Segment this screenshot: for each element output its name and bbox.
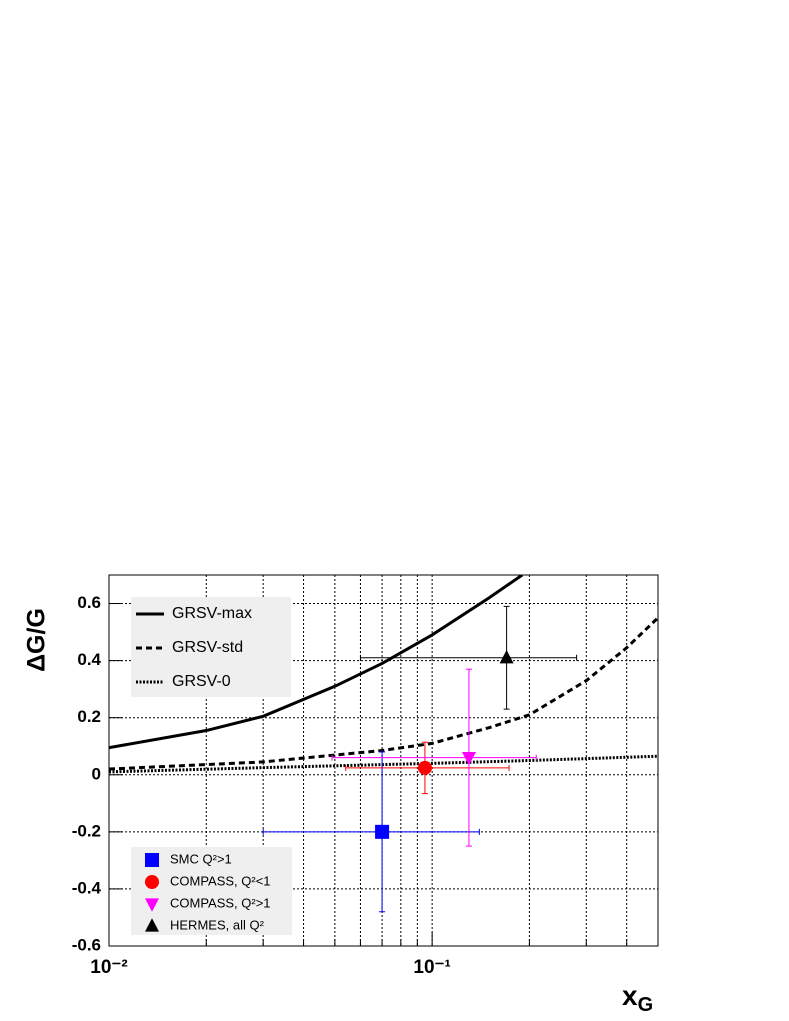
plot-frame xyxy=(108,574,659,947)
marker xyxy=(417,760,432,775)
x-tick-label: 10⁻¹ xyxy=(413,957,451,978)
legend-label: COMPASS, Q²<1 xyxy=(170,873,271,888)
y-tick-label: 0.6 xyxy=(77,593,101,612)
x-tick-label: 10⁻² xyxy=(90,957,128,978)
x-axis-label-main: x xyxy=(622,980,638,1011)
curve xyxy=(109,575,524,750)
legend-label: COMPASS, Q²>1 xyxy=(170,895,271,910)
marker xyxy=(461,752,476,766)
marker xyxy=(375,824,390,839)
y-axis-label: ΔG/G xyxy=(23,608,51,672)
legend-label: HERMES, all Q² xyxy=(170,917,265,932)
legend-label: SMC Q²>1 xyxy=(170,851,232,866)
y-tick-label: 0.2 xyxy=(77,707,101,726)
marker xyxy=(145,853,159,867)
y-tick-label: -0.4 xyxy=(72,878,102,897)
y-tick-label: 0.4 xyxy=(77,650,101,669)
x-axis-label: xG xyxy=(622,980,653,1016)
marker xyxy=(499,650,514,664)
y-tick-label: 0 xyxy=(92,764,101,783)
curve xyxy=(109,616,658,771)
marker xyxy=(145,898,159,912)
legend-label: GRSV-max xyxy=(172,605,252,622)
y-tick-label: -0.2 xyxy=(72,821,101,840)
marker xyxy=(145,918,159,932)
marker xyxy=(145,875,159,889)
legend-label: GRSV-0 xyxy=(172,673,231,690)
curve xyxy=(109,754,658,774)
y-tick-label: -0.6 xyxy=(72,935,101,954)
legend-label: GRSV-std xyxy=(172,639,243,656)
x-axis-label-sub: G xyxy=(638,994,654,1016)
